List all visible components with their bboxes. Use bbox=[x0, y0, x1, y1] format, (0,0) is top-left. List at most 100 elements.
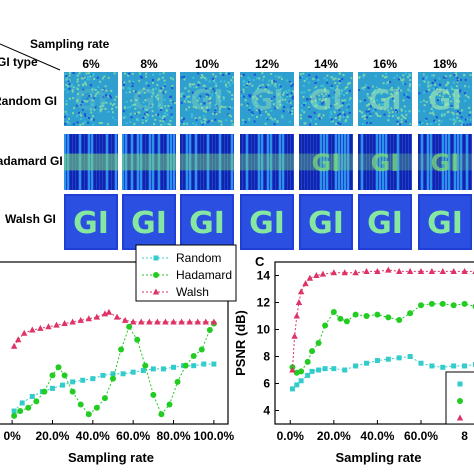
image-tile: GI bbox=[358, 194, 412, 250]
image-tile: GI bbox=[418, 194, 472, 250]
data-point bbox=[313, 272, 320, 278]
tile-gi-text: GI bbox=[308, 206, 344, 241]
data-point bbox=[450, 302, 457, 309]
data-point bbox=[118, 346, 125, 353]
data-point bbox=[171, 364, 177, 370]
data-point bbox=[101, 395, 108, 402]
image-tile: GI bbox=[240, 194, 294, 250]
data-point bbox=[174, 378, 181, 385]
data-point bbox=[428, 300, 435, 307]
image-tile: GI bbox=[180, 194, 234, 250]
data-point bbox=[461, 300, 468, 307]
x-tick-label: 60.0% bbox=[116, 429, 150, 443]
data-point bbox=[289, 366, 296, 373]
data-point bbox=[49, 385, 55, 391]
y-tick-label: 4 bbox=[263, 404, 270, 418]
image-tile bbox=[240, 134, 294, 190]
data-point bbox=[55, 364, 62, 371]
data-point bbox=[331, 366, 337, 372]
tile-gi-text: GI bbox=[427, 206, 463, 241]
tile-gi-text: GI bbox=[367, 206, 403, 241]
data-point bbox=[418, 360, 424, 366]
data-point bbox=[316, 367, 322, 373]
row-label-walsh: Walsh GI bbox=[5, 212, 56, 226]
tile-gi-text: GI bbox=[190, 83, 223, 116]
x-tick-label: 100.0% bbox=[194, 429, 235, 443]
data-point bbox=[61, 320, 68, 327]
tile-gi-text: GI bbox=[74, 83, 107, 116]
data-point bbox=[126, 323, 133, 330]
data-point bbox=[194, 318, 201, 325]
x-tick-label: 40.0% bbox=[360, 429, 394, 443]
data-point bbox=[330, 269, 338, 276]
tile-gi-text: GI bbox=[132, 83, 165, 116]
x-tick-label: 80.0% bbox=[157, 429, 191, 443]
data-point bbox=[120, 371, 126, 377]
data-point bbox=[322, 366, 328, 372]
data-point bbox=[337, 315, 344, 322]
data-point bbox=[90, 376, 96, 382]
data-point bbox=[456, 414, 464, 421]
data-point bbox=[462, 363, 468, 369]
data-point bbox=[154, 318, 161, 325]
data-point bbox=[140, 368, 146, 374]
data-point bbox=[396, 317, 403, 324]
data-point bbox=[45, 323, 52, 330]
image-tile: GI bbox=[299, 194, 353, 250]
data-point bbox=[138, 318, 145, 325]
y-axis-title: PSNR (dB) bbox=[233, 310, 248, 376]
data-point bbox=[150, 366, 156, 372]
tile-gi-text: GI bbox=[249, 206, 285, 241]
x-tick-label: 20.0% bbox=[35, 429, 69, 443]
chart-c: 0.0% 20.0% 40.0% 60.0% 8 4 6 8 10 12 14 Sampling ra… bbox=[233, 254, 474, 465]
header-sampling-rate: Sampling rate bbox=[30, 37, 110, 51]
data-point bbox=[191, 363, 197, 369]
tile-gi-text: GI bbox=[131, 206, 167, 241]
y-tick-label: 12 bbox=[257, 296, 271, 310]
data-point bbox=[363, 313, 370, 319]
data-point bbox=[93, 313, 101, 320]
panel-label: C bbox=[255, 254, 265, 269]
data-point bbox=[77, 316, 84, 323]
data-point bbox=[105, 308, 113, 315]
data-point bbox=[85, 315, 92, 322]
legend-label: Random bbox=[176, 251, 221, 265]
data-point bbox=[374, 358, 380, 364]
image-tile bbox=[122, 134, 176, 190]
data-point bbox=[11, 412, 18, 419]
data-point bbox=[70, 379, 76, 385]
rate-label: 14% bbox=[314, 57, 338, 71]
data-point bbox=[25, 404, 32, 411]
series-line bbox=[13, 363, 214, 412]
x-tick-label: 8 bbox=[461, 429, 468, 443]
x-tick-label: 0% bbox=[3, 429, 21, 443]
data-point bbox=[363, 267, 370, 274]
header-diagonal bbox=[0, 43, 61, 71]
data-point bbox=[309, 368, 315, 374]
data-point bbox=[10, 342, 18, 349]
tile-gi-text: GI bbox=[371, 149, 400, 177]
image-tile: GI bbox=[418, 134, 472, 190]
rate-label: 16% bbox=[373, 57, 397, 71]
plot-area bbox=[10, 308, 218, 419]
legend: Random Hadamard Walsh bbox=[135, 244, 237, 302]
data-point bbox=[407, 310, 414, 317]
data-point bbox=[309, 348, 316, 355]
data-point bbox=[101, 310, 109, 317]
data-point bbox=[60, 382, 66, 388]
image-tile: GI bbox=[64, 72, 118, 126]
image-tile bbox=[64, 134, 118, 190]
data-point bbox=[417, 267, 425, 274]
data-point bbox=[352, 311, 359, 318]
data-point bbox=[439, 267, 446, 274]
plot-frame bbox=[0, 261, 229, 425]
data-point bbox=[201, 361, 207, 367]
data-point bbox=[206, 327, 213, 334]
data-point bbox=[322, 322, 329, 329]
data-point bbox=[202, 318, 210, 325]
data-point bbox=[153, 272, 159, 278]
data-point bbox=[439, 300, 446, 307]
image-tile: GI bbox=[122, 194, 176, 250]
data-point bbox=[461, 267, 468, 274]
